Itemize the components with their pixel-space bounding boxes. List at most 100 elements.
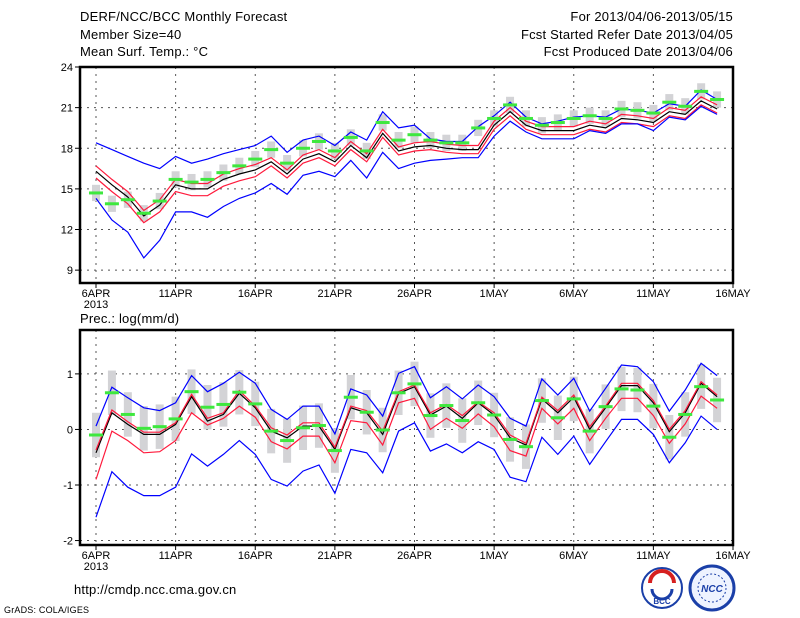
x-tick-label: 21APR [317,550,352,562]
marker-point [136,211,151,215]
x-tick-label: 26APR [397,550,432,562]
marker-point [710,398,725,402]
marker-point [248,157,263,161]
marker-point [534,123,549,127]
x-tick-label: 16MAY [715,288,751,300]
y-tick-label: -1 [63,480,73,492]
member-max-line [95,362,718,436]
marker-point [630,108,645,112]
x-tick-label: 21APR [317,288,352,300]
marker-point [184,180,199,184]
marker-point [104,391,119,395]
member-min-line [95,415,718,518]
marker-point [439,404,454,408]
marker-point [550,121,565,125]
marker-point [120,412,135,416]
x-tick-label: 6APR [82,288,111,300]
y-tick-label: 0 [67,424,73,436]
x-tick-label: 1MAY [480,288,510,300]
marker-point [311,139,326,143]
marker-point [598,405,613,409]
marker-point [630,388,645,392]
y-tick-label: 18 [61,143,73,155]
y-tick-label: 12 [61,225,73,237]
marker-point [200,177,215,181]
plot-frame [78,328,735,547]
marker-point [662,435,677,439]
marker-point [582,114,597,118]
marker-point [487,413,502,417]
marker-point [503,437,518,441]
y-tick-label: 21 [61,103,73,115]
x-tick-label: 16MAY [715,550,751,562]
started-date: Fcst Started Refer Date 2013/04/05 [520,27,733,42]
y-tick-label: 9 [67,265,73,277]
chart-title: DERF/NCC/BCC Monthly Forecast [80,9,288,24]
footer-url[interactable]: http://cmdp.ncc.cma.gov.cn [74,582,237,597]
marker-point [327,449,342,453]
spread-lower-line [95,395,718,480]
marker-point [168,177,183,181]
x-tick-label: 26APR [397,288,432,300]
marker-point [471,126,486,130]
marker-point [503,103,518,107]
spread-upper-line [95,380,718,451]
y-tick-label: 1 [67,369,73,381]
marker-point [614,107,629,111]
marker-point [678,104,693,108]
marker-point [343,395,358,399]
y-tick-label: -2 [63,536,73,548]
marker-point [646,404,661,408]
marker-point [646,111,661,115]
marker-point [120,198,135,202]
marker-point [550,416,565,420]
marker-point [407,382,422,386]
marker-point [232,390,247,394]
marker-point [455,141,470,145]
member-size: Member Size=40 [80,27,182,42]
marker-point [296,146,311,150]
marker-point [375,428,390,432]
temperature-chart: 9 12 15 18 21 24 6APR 11APR 16APR 21APR 26APR 1MAY 6… [61,62,752,311]
marker-point [89,433,103,437]
x-tick-label: 6MAY [559,550,589,562]
marker-point [391,391,406,395]
marker-point [184,390,199,394]
spread-lower-line [95,104,718,224]
marker-point [216,402,231,406]
marker-point [694,89,709,93]
plot-frame [78,65,735,285]
marker-point [152,199,167,203]
x-tick-label: 6APR [82,550,111,562]
x-tick-label: 16APR [238,550,273,562]
marker-point [343,135,358,139]
marker-point [566,397,581,401]
marker-point [518,445,533,449]
marker-point [248,402,263,406]
x-year-label: 2013 [84,561,108,573]
x-tick-label: 11APR [159,288,193,300]
marker-point [487,116,502,120]
marker-point [710,98,725,102]
marker-point [439,141,454,145]
marker-point [168,417,183,421]
x-tick-label: 11MAY [636,288,671,300]
marker-point [455,419,470,423]
x-tick-label: 16APR [238,288,273,300]
x-tick-label: 11MAY [636,550,671,562]
marker-point [200,405,215,409]
grads-credit: GrADS: COLA/IGES [4,605,90,615]
marker-point [280,439,295,443]
marker-point [598,116,613,120]
x-tick-label: 6MAY [559,288,589,300]
y-tick-label: 15 [61,184,73,196]
marker-point [471,401,486,405]
x-year-label: 2013 [84,299,108,311]
marker-point [89,191,103,195]
marker-point [296,426,311,430]
temp-panel-title: Mean Surf. Temp.: °C [80,44,209,59]
marker-point [216,171,231,175]
marker-point [232,164,247,168]
marker-point [359,149,374,153]
